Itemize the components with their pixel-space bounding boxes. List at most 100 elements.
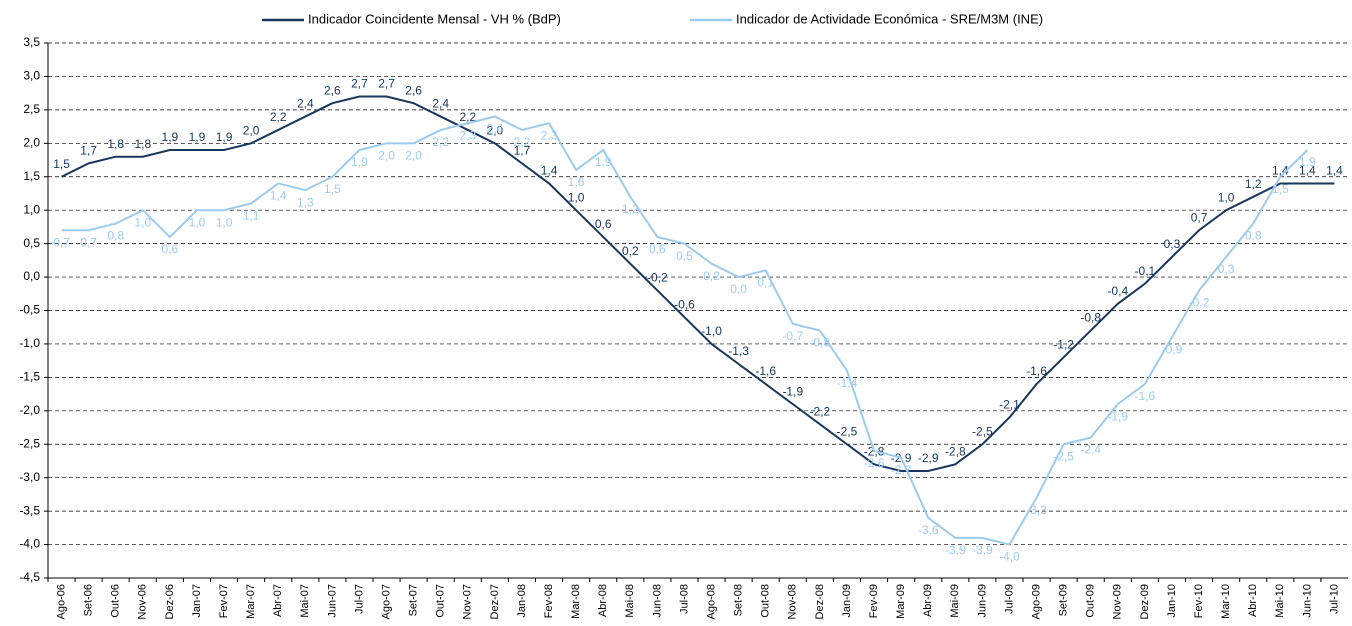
data-label: 0,3 <box>1164 237 1181 251</box>
x-tick-label: Ago-09 <box>1030 584 1042 619</box>
data-label: 1,9 <box>351 155 368 169</box>
y-tick-label: 1,5 <box>23 169 40 183</box>
data-label: -0,2 <box>1189 296 1210 310</box>
data-label: -0,6 <box>674 297 695 311</box>
x-tick-label: Fev-09 <box>868 584 880 618</box>
y-tick-label: -4,0 <box>19 537 40 551</box>
y-tick-label: 0,0 <box>23 269 40 283</box>
data-label: -0,8 <box>1080 311 1101 325</box>
y-tick-label: -0,5 <box>19 303 40 317</box>
x-tick-label: Jun-08 <box>651 584 663 618</box>
data-label: 1,9 <box>162 130 179 144</box>
data-label: 2,3 <box>541 128 558 142</box>
x-tick-label: Abr-09 <box>922 584 934 617</box>
data-label: 1,9 <box>216 130 233 144</box>
data-label: -0,4 <box>1107 284 1128 298</box>
data-label: -4,0 <box>999 550 1020 564</box>
data-label: 1,0 <box>189 215 206 229</box>
x-tick-label: Jun-10 <box>1301 584 1313 618</box>
data-label: 1,0 <box>134 215 151 229</box>
data-label: 1,5 <box>1272 182 1289 196</box>
x-tick-label: Mai-08 <box>624 584 636 618</box>
x-tick-label: Jan-08 <box>516 584 528 618</box>
x-tick-label: Ago-06 <box>55 584 67 619</box>
data-label: -1,6 <box>1135 389 1156 403</box>
data-label: 2,2 <box>459 110 476 124</box>
data-label: -2,6 <box>864 456 885 470</box>
data-label: 2,4 <box>432 97 449 111</box>
x-tick-label: Jul-08 <box>678 584 690 614</box>
data-label: 2,6 <box>324 83 341 97</box>
data-label: 1,9 <box>595 155 612 169</box>
x-tick-label: Nov-06 <box>137 584 149 619</box>
data-label: 1,4 <box>1326 164 1343 178</box>
data-label: -2,4 <box>1080 443 1101 457</box>
data-label: -2,9 <box>918 451 939 465</box>
data-label: 1,5 <box>53 157 70 171</box>
data-label: -1,6 <box>1026 364 1047 378</box>
x-tick-label: Out-09 <box>1085 584 1097 618</box>
data-label: -3,9 <box>945 543 966 557</box>
data-label: -1,4 <box>837 376 858 390</box>
x-tick-label: Jan-10 <box>1166 584 1178 618</box>
data-label: -3,9 <box>972 543 993 557</box>
data-label: 0,7 <box>53 235 70 249</box>
data-label: 1,7 <box>514 144 531 158</box>
data-label: -2,1 <box>999 398 1020 412</box>
data-label: 1,8 <box>134 137 151 151</box>
x-tick-label: Ago-07 <box>380 584 392 619</box>
data-label: 0,8 <box>1245 229 1262 243</box>
data-label: 0,5 <box>676 249 693 263</box>
x-tick-label: Dez-09 <box>1139 584 1151 619</box>
data-label: 2,7 <box>351 77 368 91</box>
data-label: 1,2 <box>622 202 639 216</box>
data-label: 2,4 <box>297 97 314 111</box>
x-tick-label: Set-06 <box>83 584 95 616</box>
data-label: -2,5 <box>1053 449 1074 463</box>
x-tick-label: Dez-06 <box>164 584 176 619</box>
x-tick-label: Nov-09 <box>1112 584 1124 619</box>
data-label: -1,0 <box>701 324 722 338</box>
y-tick-label: 3,5 <box>23 35 40 49</box>
x-tick-label: Jul-07 <box>353 584 365 614</box>
x-tick-label: Jun-09 <box>976 584 988 618</box>
x-tick-label: Fev-08 <box>543 584 555 618</box>
data-label: 0,7 <box>80 235 97 249</box>
data-label: 2,7 <box>378 77 395 91</box>
data-label: -2,5 <box>972 424 993 438</box>
x-tick-label: Jan-09 <box>841 584 853 618</box>
data-label: -1,6 <box>755 364 776 378</box>
x-tick-label: Mar-09 <box>895 584 907 619</box>
data-label: -2,7 <box>891 463 912 477</box>
series-line <box>61 115 1309 546</box>
x-tick-label: Mai-10 <box>1274 584 1286 618</box>
x-tick-label: Abr-08 <box>597 584 609 617</box>
x-tick-label: Fev-10 <box>1193 584 1205 618</box>
data-label: 1,3 <box>297 195 314 209</box>
data-label: -3,6 <box>918 523 939 537</box>
x-tick-label: Nov-07 <box>462 584 474 619</box>
data-label: 0,1 <box>757 276 774 290</box>
data-label: 2,4 <box>487 122 504 136</box>
data-label: 0,0 <box>730 282 747 296</box>
x-tick-label: Set-08 <box>733 584 745 616</box>
x-tick-label: Out-08 <box>760 584 772 618</box>
y-tick-label: -3,5 <box>19 503 40 517</box>
data-label: 2,2 <box>514 135 531 149</box>
data-label: 1,6 <box>568 175 585 189</box>
data-label: -2,5 <box>837 424 858 438</box>
data-label: 2,3 <box>459 128 476 142</box>
y-tick-label: 2,0 <box>23 135 40 149</box>
y-tick-label: -1,0 <box>19 336 40 350</box>
x-tick-label: Ago-08 <box>705 584 717 619</box>
data-label: 2,0 <box>405 148 422 162</box>
x-tick-label: Fev-07 <box>218 584 230 618</box>
data-label: -0,7 <box>782 329 803 343</box>
data-label: 1,7 <box>80 144 97 158</box>
x-tick-label: Set-09 <box>1058 584 1070 616</box>
x-tick-label: Mai-07 <box>299 584 311 618</box>
x-tick-label: Dez-08 <box>814 584 826 619</box>
y-tick-label: 2,5 <box>23 102 40 116</box>
data-label: 1,9 <box>189 130 206 144</box>
data-label: 0,2 <box>622 244 639 258</box>
